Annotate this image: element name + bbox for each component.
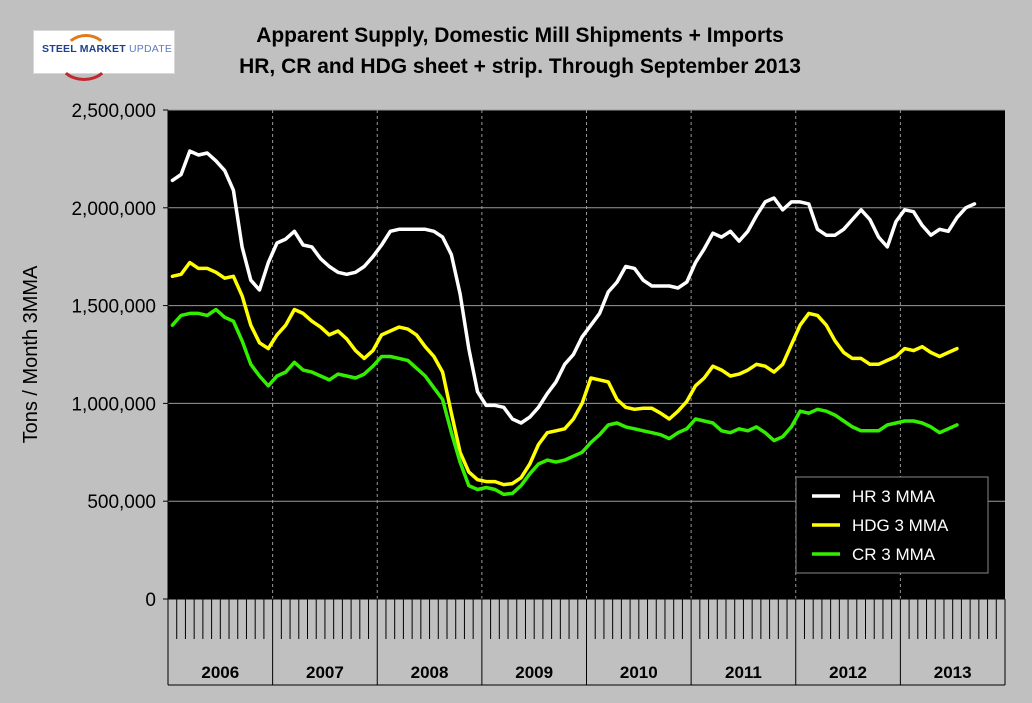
- y-tick-label: 0: [145, 590, 156, 611]
- x-year-label: 2010: [620, 663, 658, 682]
- series-line: [170, 307, 959, 497]
- logo-text: STEEL MARKET UPDATE: [42, 43, 172, 55]
- y-axis-label: Tons / Month 3MMA: [20, 265, 42, 444]
- y-tick-label: 2,500,000: [71, 101, 156, 122]
- x-year-label: 2009: [515, 663, 553, 682]
- legend-label: CR 3 MMA: [852, 545, 936, 564]
- y-tick-label: 2,000,000: [71, 199, 156, 220]
- x-year-label: 2008: [411, 663, 449, 682]
- logo-arc-orange: [64, 34, 108, 70]
- x-year-label: 2011: [725, 663, 762, 682]
- y-tick-label: 500,000: [87, 492, 156, 513]
- y-tick-label: 1,000,000: [71, 394, 156, 415]
- x-year-label: 2006: [201, 663, 239, 682]
- y-tick-label: 1,500,000: [71, 297, 156, 318]
- chart-subtitle: HR, CR and HDG sheet + strip. Through Se…: [239, 55, 801, 78]
- legend-label: HR 3 MMA: [852, 487, 936, 506]
- steel-market-update-logo: STEEL MARKET UPDATE: [33, 30, 175, 81]
- legend-label: HDG 3 MMA: [852, 516, 949, 535]
- logo-arc-red: [58, 39, 110, 81]
- logo-text-main: STEEL MARKET: [42, 43, 126, 55]
- x-year-label: 2007: [306, 663, 344, 682]
- x-year-label: 2013: [934, 663, 972, 682]
- logo-text-accent: UPDATE: [129, 43, 173, 55]
- x-year-label: 2012: [829, 663, 867, 682]
- chart-title: Apparent Supply, Domestic Mill Shipments…: [256, 24, 784, 47]
- series-line: [170, 149, 977, 425]
- series-line: [170, 260, 959, 487]
